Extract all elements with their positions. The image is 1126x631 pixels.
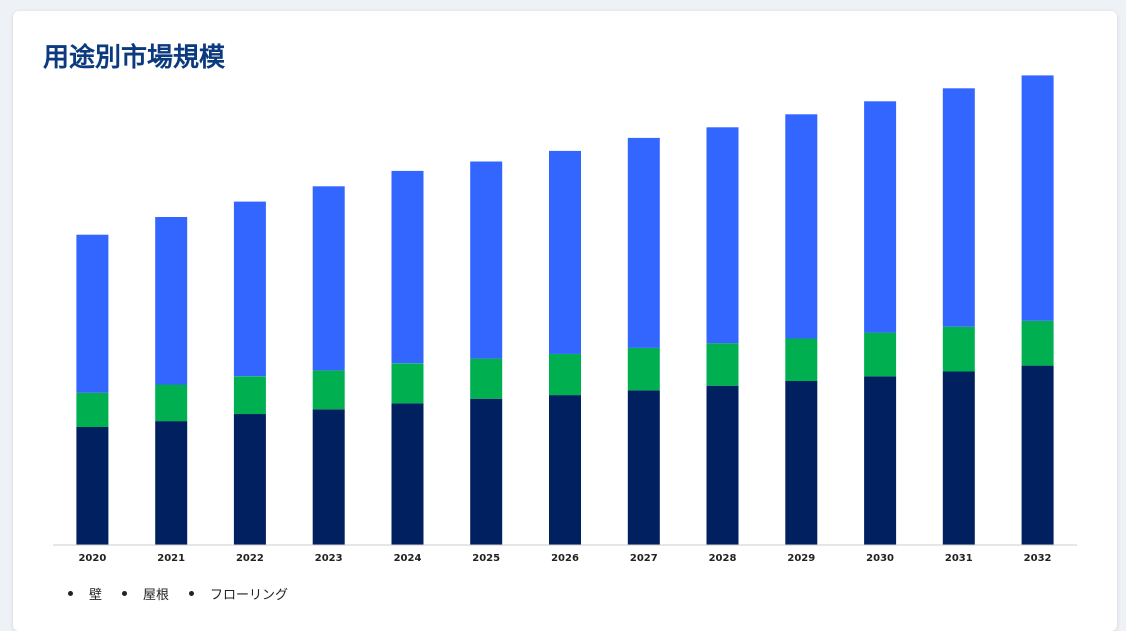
legend-item: 屋根 bbox=[122, 584, 169, 603]
x-tick-label: 2028 bbox=[709, 553, 737, 564]
x-axis-ticks: 2020 2021 2022 2023 2024 2025 2026 2027 2028 2029… bbox=[78, 553, 1051, 564]
x-tick-label: 2025 bbox=[472, 553, 500, 564]
x-tick-label: 2024 bbox=[394, 553, 422, 564]
bar-segment-2024-2 bbox=[391, 170, 424, 364]
bar-segment-2028-0 bbox=[706, 385, 739, 545]
x-tick-label: 2020 bbox=[78, 553, 106, 564]
bar-segment-2030-2 bbox=[864, 101, 897, 333]
legend-bullet-icon bbox=[189, 591, 195, 596]
x-tick-label: 2026 bbox=[551, 553, 579, 564]
x-tick-label: 2027 bbox=[630, 553, 658, 564]
bar-segment-2025-1 bbox=[470, 358, 503, 399]
bar-segment-2031-1 bbox=[942, 326, 975, 372]
bar-segment-2030-0 bbox=[864, 376, 897, 545]
bar-segment-2020-2 bbox=[76, 234, 109, 393]
bar-segment-2026-2 bbox=[549, 150, 581, 354]
bar-segment-2021-0 bbox=[155, 421, 188, 545]
bar-segment-2025-2 bbox=[470, 161, 503, 359]
bar-segment-2027-0 bbox=[627, 390, 660, 545]
x-tick-label: 2031 bbox=[945, 553, 973, 564]
bar-segment-2028-1 bbox=[706, 343, 739, 386]
bar-segment-2027-2 bbox=[627, 137, 660, 348]
bar-segment-2022-0 bbox=[233, 414, 266, 545]
x-tick-label: 2021 bbox=[157, 553, 185, 564]
bar-segment-2023-0 bbox=[312, 409, 345, 545]
bar-segment-2021-2 bbox=[155, 217, 188, 385]
bar-segment-2026-1 bbox=[549, 353, 581, 396]
chart-title: 用途別市場規模 bbox=[43, 43, 226, 73]
bar-segment-2032-1 bbox=[1021, 320, 1054, 366]
x-tick-label: 2022 bbox=[236, 553, 264, 564]
legend-item: フローリング bbox=[189, 584, 288, 603]
legend-bullet-icon bbox=[68, 591, 73, 596]
bar-segment-2023-2 bbox=[312, 186, 345, 371]
bar-segment-2031-0 bbox=[942, 371, 975, 545]
bar-segment-2022-2 bbox=[233, 201, 266, 377]
bar-segment-2029-2 bbox=[785, 114, 818, 339]
bar-segment-2029-1 bbox=[785, 338, 818, 381]
bar-segment-2028-2 bbox=[706, 127, 739, 344]
x-tick-label: 2029 bbox=[787, 553, 815, 564]
bar-segment-2029-0 bbox=[785, 381, 818, 545]
x-tick-label: 2030 bbox=[866, 553, 894, 564]
bar-segment-2021-1 bbox=[155, 384, 188, 422]
bar-segment-2031-2 bbox=[942, 88, 975, 327]
bars-layer bbox=[76, 75, 1054, 545]
bar-segment-2020-1 bbox=[76, 392, 109, 427]
legend-item: 壁 bbox=[68, 584, 102, 603]
bar-segment-2022-1 bbox=[233, 376, 266, 415]
bar-segment-2030-1 bbox=[864, 332, 897, 377]
bar-segment-2025-0 bbox=[470, 398, 503, 545]
legend-label: 壁 bbox=[89, 588, 103, 603]
bar-segment-2024-1 bbox=[391, 363, 424, 404]
bar-segment-2024-0 bbox=[391, 403, 424, 545]
chart-legend: 壁 屋根 フローリング bbox=[68, 584, 308, 603]
x-tick-label: 2023 bbox=[315, 553, 343, 564]
bar-segment-2027-1 bbox=[627, 347, 660, 391]
chart-card: 用途別市場規模 2020 2021 2022 2023 2024 2025 2026 2027… bbox=[13, 11, 1117, 631]
bar-segment-2020-0 bbox=[76, 427, 109, 545]
bar-segment-2023-1 bbox=[312, 370, 345, 410]
bar-segment-2026-0 bbox=[549, 395, 581, 545]
x-tick-label: 2032 bbox=[1024, 553, 1052, 564]
legend-bullet-icon bbox=[122, 591, 128, 596]
legend-label: フローリング bbox=[210, 588, 289, 603]
legend-label: 屋根 bbox=[143, 588, 170, 603]
bar-chart: 2020 2021 2022 2023 2024 2025 2026 2027 2028 2029… bbox=[53, 75, 1077, 564]
bar-segment-2032-2 bbox=[1021, 75, 1054, 321]
bar-segment-2032-0 bbox=[1021, 365, 1054, 545]
